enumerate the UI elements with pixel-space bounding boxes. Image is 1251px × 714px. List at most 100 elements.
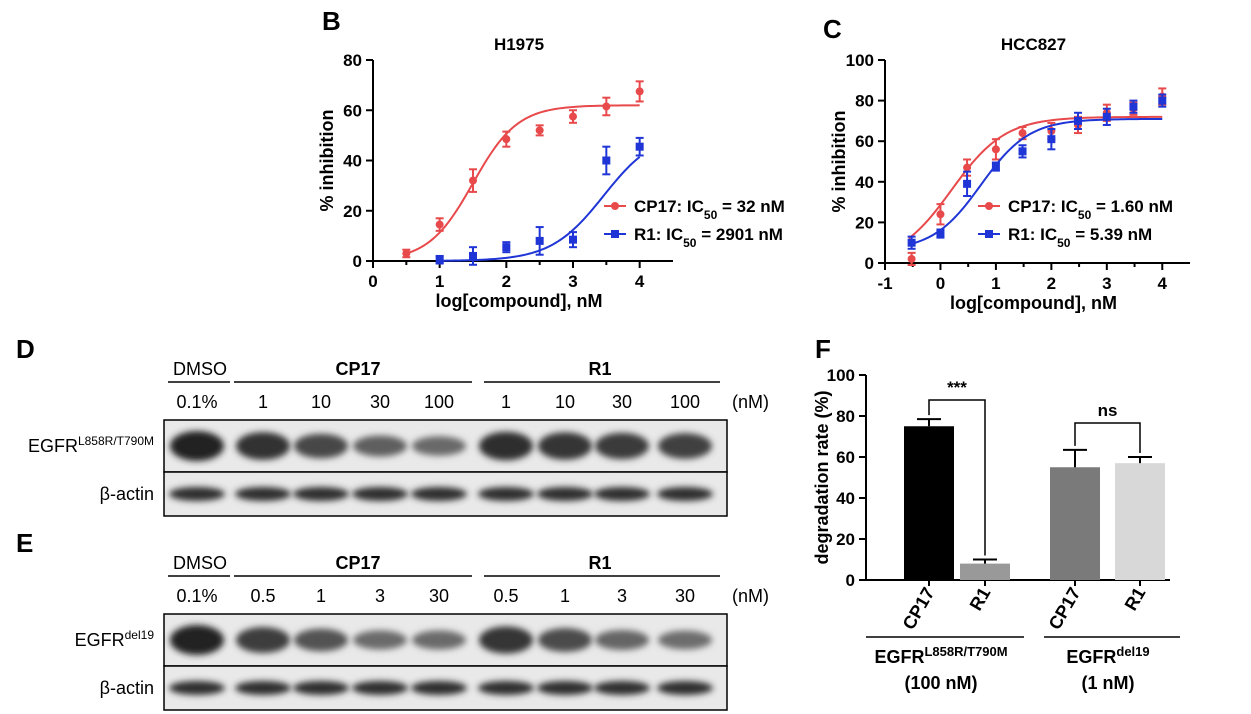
y-tick-label: 100 — [846, 51, 874, 70]
data-point-r1 — [635, 142, 644, 151]
significance-label: *** — [947, 378, 967, 397]
chart-f-degradation: 0 20 40 60 80 100 degradation rate (%) CP17 R1 CP… — [812, 366, 1180, 693]
dose-label: 100 — [670, 392, 700, 412]
panel-label-b: B — [322, 6, 341, 36]
group-label-r1: R1 — [588, 359, 611, 379]
blot-band — [595, 432, 649, 460]
blot-band — [595, 629, 649, 651]
chart-title: H1975 — [494, 35, 544, 54]
chart-title: HCC827 — [1001, 35, 1066, 54]
blot-band — [537, 681, 593, 695]
blot-band — [294, 628, 348, 652]
dose-label: 10 — [555, 392, 575, 412]
group-label-sup: del19 — [1116, 644, 1149, 659]
y-axis-label: % inhibition — [317, 110, 337, 212]
x-axis-label: log[compound], nM — [950, 293, 1117, 313]
blot-band — [478, 487, 534, 501]
panel-label-c: C — [823, 14, 842, 44]
data-point-r1 — [502, 243, 511, 252]
legend-prefix: R1: IC — [1008, 225, 1057, 244]
blot-band — [658, 630, 712, 650]
dose-label: 10 — [311, 392, 331, 412]
significance-label: ns — [1098, 401, 1118, 420]
western-blot-e: DMSO CP17 R1 0.1% 0.5 1 3 30 0.5 1 3 30 (nM) EGFRdel1… — [75, 553, 769, 711]
x-tick-label: 4 — [635, 272, 645, 291]
legend-suffix: = 2901 nM — [696, 225, 782, 244]
bar-1 — [960, 563, 1010, 580]
x-tick-label: 4 — [1158, 274, 1168, 293]
legend-entry-cp17: CP17: IC50 = 32 nM — [634, 197, 785, 222]
y-tick-label: 20 — [343, 202, 362, 221]
blot-band — [537, 487, 593, 501]
dmso-label: DMSO — [173, 553, 227, 573]
dose-label: 0.1% — [176, 392, 217, 412]
row-label-sup: L858R/T790M — [78, 434, 154, 448]
legend-entry-r1: R1: IC50 = 5.39 nM — [1008, 225, 1152, 250]
data-point-r1 — [991, 162, 1000, 171]
legend-subscript: 50 — [1057, 236, 1071, 250]
y-tick-label: 80 — [855, 92, 874, 111]
row-label-main: β-actin — [100, 678, 154, 698]
group-dose-label: (1 nM) — [1082, 673, 1135, 693]
y-tick-label: 60 — [855, 132, 874, 151]
data-point-cp17 — [1018, 129, 1027, 138]
legend-prefix: CP17: IC — [1008, 197, 1078, 216]
data-point-cp17 — [602, 102, 611, 111]
data-point-r1 — [469, 251, 477, 260]
unit-label: (nM) — [732, 586, 769, 606]
data-point-r1 — [1018, 147, 1027, 156]
y-tick-label: 40 — [836, 489, 855, 508]
x-category-label: R1 — [966, 584, 995, 614]
data-point-cp17 — [569, 112, 577, 121]
data-point-cp17 — [535, 126, 544, 135]
y-tick-label: 40 — [343, 152, 362, 171]
data-point-cp17 — [635, 87, 644, 96]
data-point-cp17 — [907, 254, 916, 263]
x-tick-label: 3 — [568, 272, 577, 291]
blot-band — [169, 487, 225, 501]
y-tick-label: 0 — [865, 254, 874, 273]
dose-label: 3 — [375, 586, 385, 606]
blot-band — [479, 431, 533, 461]
x-tick-label: 3 — [1102, 274, 1111, 293]
y-tick-label: 40 — [855, 173, 874, 192]
legend-marker — [611, 202, 619, 210]
legend-subscript: 50 — [1078, 208, 1092, 222]
x-axis-label: log[compound], nM — [436, 291, 603, 311]
fit-curve-cp17 — [908, 115, 1163, 240]
data-point-r1 — [1129, 102, 1138, 111]
panel-label-d: D — [16, 334, 35, 364]
blot-band — [169, 681, 225, 695]
data-point-r1 — [907, 238, 916, 247]
dose-label: 0.5 — [493, 586, 518, 606]
y-tick-label: 60 — [343, 101, 362, 120]
row-label: β-actin — [100, 678, 154, 698]
row-label: β-actin — [100, 484, 154, 504]
legend-suffix: = 1.60 nM — [1091, 197, 1173, 216]
y-tick-label: 20 — [836, 530, 855, 549]
x-tick-label: -1 — [877, 274, 892, 293]
data-point-r1 — [1073, 116, 1082, 125]
legend-marker — [985, 230, 993, 238]
data-point-cp17 — [936, 210, 945, 219]
panel-label-f: F — [815, 334, 831, 364]
group-label-sup: L858R/T790M — [924, 644, 1007, 659]
bar-3 — [1115, 463, 1165, 580]
data-point-r1 — [435, 255, 444, 264]
fit-curve-r1 — [436, 156, 641, 262]
row-label-sup: del19 — [125, 628, 155, 642]
chart-b-h1975: 0 20 40 60 80 0 1 2 3 4 H1975 log[compound], nM % in… — [317, 35, 785, 311]
legend-prefix: R1: IC — [634, 225, 683, 244]
dose-label: 1 — [560, 586, 570, 606]
blot-band — [353, 435, 407, 457]
dmso-label: DMSO — [173, 359, 227, 379]
y-tick-label: 100 — [827, 366, 855, 385]
data-point-r1 — [569, 235, 577, 244]
row-label: EGFRdel19 — [75, 628, 155, 650]
blot-band — [657, 487, 713, 501]
x-tick-label: 2 — [502, 272, 511, 291]
data-point-r1 — [1158, 96, 1167, 105]
legend-entry-r1: R1: IC50 = 2901 nM — [634, 225, 783, 250]
blot-band — [412, 436, 466, 456]
